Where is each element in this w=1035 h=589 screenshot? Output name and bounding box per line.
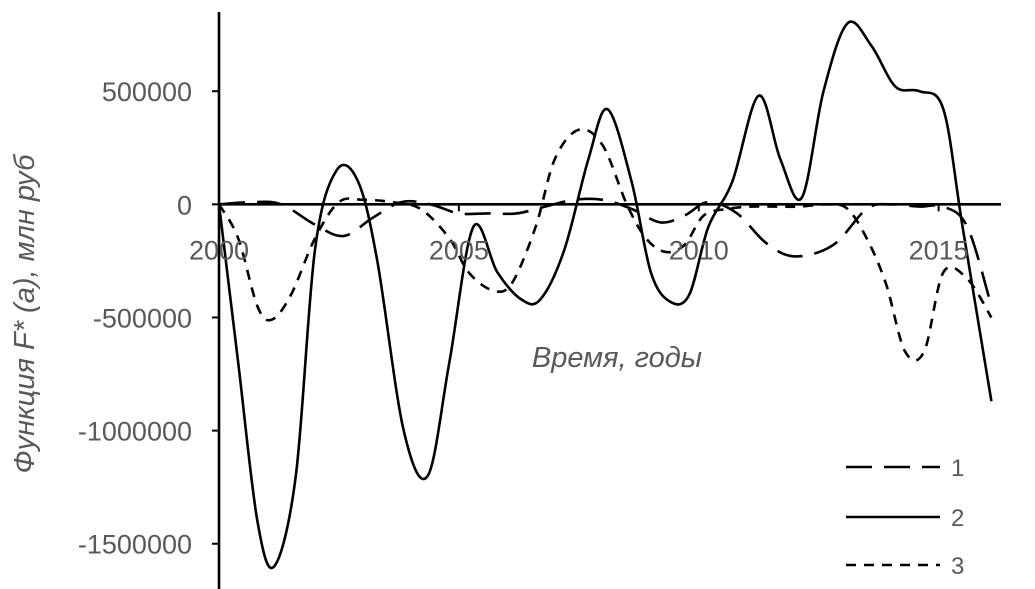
x-tick-label: 2015 <box>909 235 969 265</box>
x-tick-label: 2005 <box>429 235 489 265</box>
x-tick-label: 2000 <box>189 235 249 265</box>
legend: 1 2 3 <box>846 455 964 580</box>
tick-layer: 500000 0 -500000 -1000000 -1500000 2000 2005 20… <box>78 77 969 560</box>
series-1-line <box>218 197 993 307</box>
y-tick-label: -1000000 <box>78 417 192 447</box>
series-3-line <box>217 127 993 362</box>
y-tick-label: 0 <box>177 190 192 220</box>
legend-label-1: 1 <box>951 455 964 482</box>
y-tick-label: 500000 <box>102 77 192 107</box>
y-axis-title: Функция F* (a), млн руб <box>9 153 41 474</box>
legend-label-3: 3 <box>951 553 964 580</box>
x-tick-label: 2010 <box>669 235 729 265</box>
series-layer <box>217 20 993 570</box>
y-tick-label: -500000 <box>93 303 192 333</box>
y-axis-title-group: Функция F* (a), млн руб <box>9 153 41 474</box>
axes-layer <box>217 12 1001 589</box>
series-2-line <box>217 20 993 570</box>
legend-label-2: 2 <box>951 505 964 532</box>
y-tick-label: -1500000 <box>78 530 192 560</box>
x-axis-title: Время, годы <box>532 342 702 374</box>
